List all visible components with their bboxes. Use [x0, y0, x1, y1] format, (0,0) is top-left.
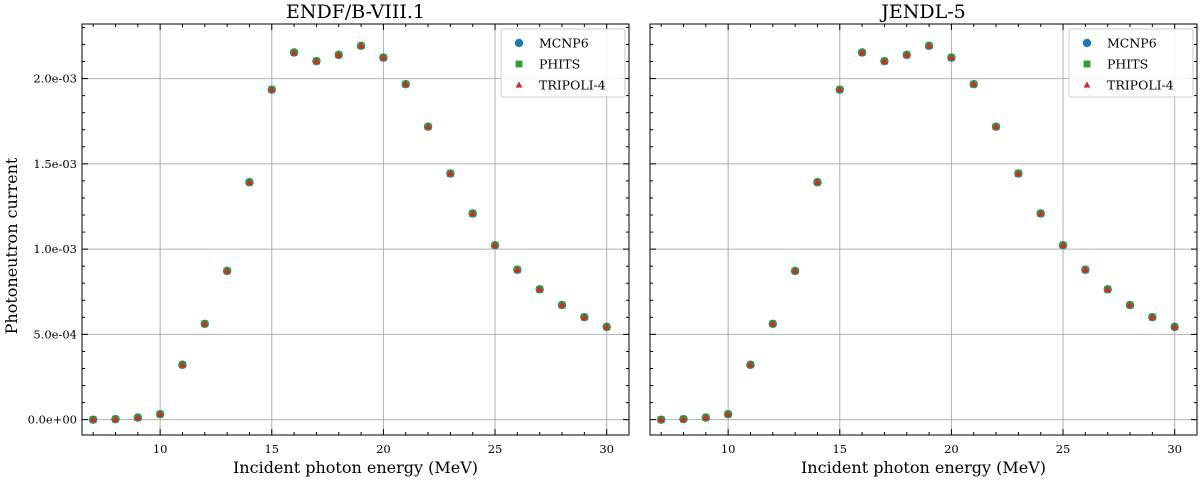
y-tick-label: 0.0e+00 — [28, 413, 77, 427]
data-point-tripoli-4 — [268, 86, 276, 93]
legend-box — [1068, 28, 1194, 98]
data-point-tripoli-4 — [89, 416, 97, 423]
data-point-tripoli-4 — [925, 42, 933, 49]
data-point-tripoli-4 — [1081, 266, 1089, 273]
legend-marker-phits — [1083, 60, 1091, 68]
legend: MCNP6 PHITS TRIPOLI-4 — [500, 28, 626, 98]
y-tick-label: 1.0e-03 — [33, 242, 77, 256]
data-point-tripoli-4 — [814, 178, 821, 185]
data-point-tripoli-4 — [1104, 285, 1112, 292]
panel-endf: 10 15 20 25 30 0.0e+00 5.0e-04 1.0e-03 1.5e-03 2.… — [28, 1, 630, 477]
data-point-tripoli-4 — [903, 51, 911, 58]
legend-label: MCNP6 — [1107, 36, 1157, 51]
x-tick-label: 30 — [599, 442, 614, 456]
data-point-tripoli-4 — [724, 410, 732, 417]
x-tick-label: 25 — [488, 442, 503, 456]
legend-label: PHITS — [539, 57, 580, 72]
data-point-tripoli-4 — [836, 86, 844, 93]
data-point-tripoli-4 — [657, 416, 665, 423]
data-point-tripoli-4 — [156, 410, 164, 417]
data-point-tripoli-4 — [858, 48, 866, 56]
data-point-tripoli-4 — [179, 361, 186, 368]
data-point-tripoli-4 — [1037, 209, 1045, 217]
data-point-tripoli-4 — [558, 301, 566, 308]
x-tick-label: 25 — [1056, 442, 1071, 456]
legend-label: PHITS — [1107, 57, 1148, 72]
series-mcnp6 — [656, 41, 1179, 424]
legend-label: TRIPOLI-4 — [1107, 78, 1174, 93]
data-point-tripoli-4 — [313, 57, 320, 64]
data-point-tripoli-4 — [1126, 301, 1134, 308]
legend-label: TRIPOLI-4 — [539, 78, 606, 93]
data-point-tripoli-4 — [747, 361, 754, 368]
x-tick-label: 15 — [264, 442, 279, 456]
legend: MCNP6 PHITS TRIPOLI-4 — [1068, 28, 1194, 98]
data-point-tripoli-4 — [603, 323, 611, 330]
data-point-tripoli-4 — [970, 80, 978, 87]
data-point-tripoli-4 — [446, 169, 454, 177]
legend-marker-tripoli-4 — [515, 81, 523, 88]
data-point-tripoli-4 — [223, 267, 231, 274]
data-point-tripoli-4 — [1148, 313, 1156, 320]
x-tick-label: 20 — [376, 442, 391, 456]
legend-marker-mcnp6 — [514, 38, 524, 48]
x-axis-label: Incident photon energy (MeV) — [233, 458, 478, 477]
plot-frame — [649, 23, 1198, 436]
data-point-tripoli-4 — [380, 53, 387, 61]
legend-label: MCNP6 — [539, 36, 589, 51]
chart-title: ENDF/B-VIII.1 — [286, 1, 425, 23]
data-point-tripoli-4 — [1171, 323, 1179, 330]
data-point-tripoli-4 — [948, 53, 955, 61]
legend-box — [500, 28, 626, 98]
y-axis-label: Photoneutron current — [2, 157, 21, 334]
data-point-tripoli-4 — [536, 285, 544, 292]
legend-marker-mcnp6 — [1082, 38, 1092, 48]
legend-marker-phits — [515, 60, 523, 68]
x-tick-label: 20 — [944, 442, 959, 456]
data-point-tripoli-4 — [402, 80, 410, 87]
x-tick-label: 15 — [832, 442, 847, 456]
data-point-tripoli-4 — [134, 414, 142, 421]
data-point-tripoli-4 — [290, 48, 298, 56]
data-point-tripoli-4 — [112, 415, 119, 422]
data-point-tripoli-4 — [491, 241, 499, 248]
data-point-tripoli-4 — [769, 320, 777, 327]
data-point-tripoli-4 — [992, 123, 1000, 130]
data-point-tripoli-4 — [1014, 169, 1022, 177]
x-axis-label: Incident photon energy (MeV) — [801, 458, 1046, 477]
data-point-tripoli-4 — [357, 42, 365, 49]
data-point-tripoli-4 — [702, 414, 710, 421]
series-phits — [89, 42, 611, 424]
data-point-tripoli-4 — [513, 266, 521, 273]
series-tripoli-4 — [657, 42, 1179, 423]
x-tick-label: 10 — [153, 442, 168, 456]
data-point-tripoli-4 — [246, 178, 253, 185]
data-point-tripoli-4 — [791, 267, 799, 274]
plot-frame — [81, 23, 630, 436]
data-point-tripoli-4 — [201, 320, 209, 327]
data-point-tripoli-4 — [881, 57, 888, 64]
data-point-tripoli-4 — [680, 415, 687, 422]
data-point-tripoli-4 — [469, 209, 477, 217]
data-point-tripoli-4 — [335, 51, 343, 58]
y-tick-label: 1.5e-03 — [33, 157, 77, 171]
series-tripoli-4 — [89, 42, 611, 423]
series-phits — [657, 42, 1179, 424]
chart-title: JENDL-5 — [879, 1, 965, 23]
legend-marker-tripoli-4 — [1083, 81, 1091, 88]
data-point-tripoli-4 — [1059, 241, 1067, 248]
data-point-tripoli-4 — [580, 313, 588, 320]
x-tick-label: 30 — [1167, 442, 1182, 456]
data-point-tripoli-4 — [424, 123, 432, 130]
series-mcnp6 — [88, 41, 611, 424]
x-tick-label: 10 — [721, 442, 736, 456]
y-tick-label: 5.0e-04 — [33, 327, 77, 341]
y-tick-label: 2.0e-03 — [33, 72, 77, 86]
panel-jendl: 10 15 20 25 30 JENDL-5 Incident photon energy … — [649, 1, 1198, 477]
